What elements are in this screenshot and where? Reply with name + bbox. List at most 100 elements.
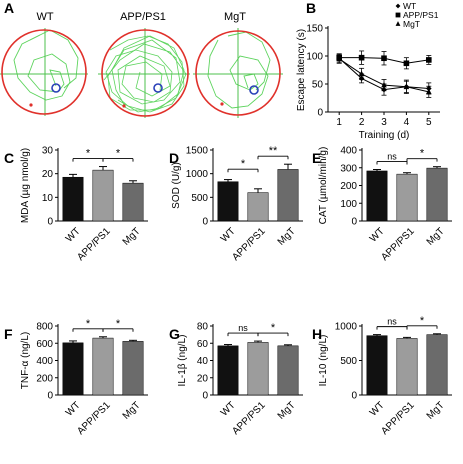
x-tick-label-D-app-ps1: APP/PS1 bbox=[230, 226, 268, 264]
maze-pool-wt bbox=[1, 29, 87, 115]
platform-mgt bbox=[249, 85, 259, 95]
maze-mgt bbox=[193, 28, 283, 118]
bar-F-mgt bbox=[122, 341, 144, 396]
panel-letter-e: E bbox=[312, 150, 321, 166]
bar-G-mgt bbox=[277, 345, 299, 396]
y-tick-label-G-1: 20 bbox=[197, 373, 209, 384]
data-point-app-ps1-1 bbox=[358, 54, 365, 61]
x-tick-label-D-mgt: MgT bbox=[276, 226, 298, 248]
sig-label-G-0: ns bbox=[238, 323, 248, 333]
panel-letter-f: F bbox=[4, 326, 13, 342]
bar-G-wt bbox=[217, 345, 239, 396]
y-tick-label-E-2: 200 bbox=[340, 181, 357, 192]
sig-label-C-1: * bbox=[116, 148, 121, 160]
y-tick-label-D-3: 1500 bbox=[186, 146, 209, 157]
sig-label-E-0: ns bbox=[387, 152, 397, 162]
maze-wt bbox=[0, 28, 88, 116]
platform-app bbox=[153, 83, 163, 93]
x-tick-label-E-app-ps1: APP/PS1 bbox=[379, 226, 417, 264]
y-tick-label-B-3: 150 bbox=[306, 24, 323, 35]
y-tick-label-D-1: 500 bbox=[191, 193, 208, 204]
data-point-mgt-4 bbox=[426, 88, 432, 95]
data-point-mgt-2 bbox=[381, 81, 387, 88]
swim-path-mgt-2 bbox=[227, 31, 271, 91]
y-tick-label-F-4: 800 bbox=[36, 322, 53, 333]
swim-path-mgt bbox=[207, 39, 269, 109]
y-tick-label-H-1: 500 bbox=[340, 356, 357, 367]
bar-E-wt bbox=[366, 170, 388, 222]
bar-H-app-ps1 bbox=[396, 338, 418, 396]
x-tick-label-B-3: 4 bbox=[404, 117, 410, 128]
y-axis-label-C: MDA (µg nmol/g) bbox=[20, 148, 31, 223]
y-tick-label-C-2: 20 bbox=[42, 169, 54, 180]
x-tick-label-E-mgt: MgT bbox=[425, 226, 447, 248]
legend-label-wt: WT bbox=[403, 1, 416, 11]
maze-app-ps1 bbox=[98, 28, 190, 118]
x-tick-label-B-0: 1 bbox=[336, 117, 342, 128]
x-tick-label-F-mgt: MgT bbox=[121, 400, 143, 422]
panel-letter-h: H bbox=[312, 326, 322, 342]
y-tick-label-B-1: 50 bbox=[312, 80, 324, 91]
sig-label-D-0: * bbox=[241, 158, 246, 170]
x-tick-label-H-app-ps1: APP/PS1 bbox=[379, 400, 417, 438]
y-tick-label-G-2: 40 bbox=[197, 356, 209, 367]
y-axis-label-B: Escape latency (s) bbox=[296, 29, 307, 111]
bar-C-app-ps1 bbox=[92, 169, 114, 222]
bar-D-wt bbox=[217, 181, 239, 222]
x-tick-label-G-wt: WT bbox=[219, 400, 238, 419]
data-point-app-ps1-4 bbox=[426, 57, 432, 63]
y-tick-label-G-0: 0 bbox=[202, 391, 208, 402]
y-axis-label-D: SOD (U/g) bbox=[171, 162, 182, 209]
y-tick-label-E-4: 400 bbox=[340, 146, 357, 157]
x-tick-label-G-app-ps1: APP/PS1 bbox=[230, 400, 268, 438]
x-tick-label-B-4: 5 bbox=[426, 117, 432, 128]
data-point-app-ps1-3 bbox=[403, 60, 410, 67]
bar-C-mgt bbox=[122, 182, 144, 222]
x-tick-label-G-mgt: MgT bbox=[276, 400, 298, 422]
swim-path-app-2 bbox=[103, 39, 187, 111]
panel-letter-a: A bbox=[4, 0, 14, 16]
x-tick-label-F-wt: WT bbox=[64, 400, 83, 419]
y-tick-label-E-0: 0 bbox=[351, 217, 357, 228]
x-tick-label-C-wt: WT bbox=[64, 226, 83, 245]
y-tick-label-C-3: 30 bbox=[42, 146, 54, 157]
y-axis-label-H: IL-10 (ng/L) bbox=[318, 335, 329, 387]
x-tick-label-H-wt: WT bbox=[368, 400, 387, 419]
y-tick-label-E-1: 100 bbox=[340, 199, 357, 210]
sig-label-E-1: * bbox=[420, 148, 425, 160]
panel-letter-c: C bbox=[4, 150, 14, 166]
y-axis-label-E: CAT (µmol/min/g) bbox=[318, 147, 329, 225]
sig-label-F-0: * bbox=[86, 318, 91, 330]
y-tick-label-C-0: 0 bbox=[47, 217, 53, 228]
y-tick-label-B-2: 100 bbox=[306, 52, 323, 63]
panel-a-maze-trajectories: A WT APP/PS1 MgT bbox=[0, 0, 283, 118]
x-tick-label-D-wt: WT bbox=[219, 226, 238, 245]
bar-F-app-ps1 bbox=[92, 337, 114, 396]
bar-G-app-ps1 bbox=[247, 342, 269, 396]
x-tick-label-E-wt: WT bbox=[368, 226, 387, 245]
sig-label-H-1: * bbox=[420, 315, 425, 327]
panel-letter-b: B bbox=[306, 0, 316, 16]
y-tick-label-F-0: 0 bbox=[47, 391, 53, 402]
x-tick-label-C-app-ps1: APP/PS1 bbox=[75, 226, 113, 264]
x-axis-label-B: Training (d) bbox=[359, 130, 410, 141]
start-marker-mgt bbox=[220, 102, 224, 106]
y-tick-label-D-0: 0 bbox=[202, 217, 208, 228]
y-tick-label-H-2: 1000 bbox=[335, 322, 358, 333]
maze-label-app: APP/PS1 bbox=[120, 11, 166, 23]
legend-label-mgt: MgT bbox=[403, 19, 420, 29]
sig-label-D-1: ** bbox=[269, 145, 278, 157]
y-axis-label-F: TNF-α (ng/L) bbox=[20, 332, 31, 389]
bar-C-wt bbox=[62, 176, 84, 222]
y-axis-label-G: IL-1β (ng/L) bbox=[177, 335, 188, 387]
legend-label-app-ps1: APP/PS1 bbox=[403, 10, 439, 20]
bar-F-wt bbox=[62, 342, 84, 396]
x-tick-label-H-mgt: MgT bbox=[425, 400, 447, 422]
swim-path-wt bbox=[13, 34, 71, 101]
y-tick-label-C-1: 10 bbox=[42, 193, 54, 204]
